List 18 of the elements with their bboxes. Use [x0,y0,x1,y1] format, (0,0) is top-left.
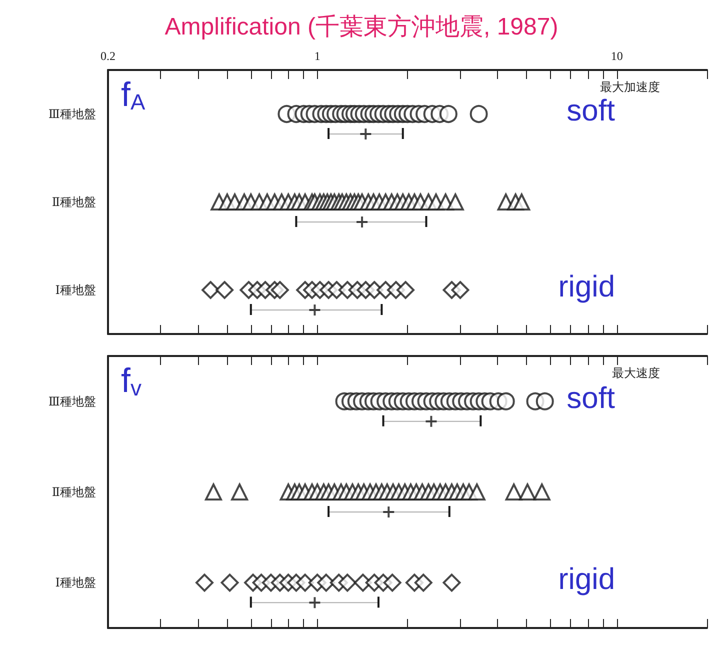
y-tick-label: Ⅱ種地盤 [52,195,96,209]
y-tick-label: Ⅰ種地盤 [55,283,96,297]
text: 最大速度 [612,366,660,380]
annotation: rigid [558,270,616,304]
x-tick-label: 0.2 [100,49,116,63]
annotation: rigid [558,563,616,596]
x-tick-label: 1 [314,49,320,63]
annotation: fA [121,76,146,114]
text: 最大加速度 [600,80,660,94]
y-tick-label: Ⅲ種地盤 [48,107,96,121]
y-tick-label: Ⅲ種地盤 [48,394,96,408]
x-tick-label: 10 [610,49,623,63]
y-tick-label: Ⅱ種地盤 [52,485,96,499]
annotation: soft [566,382,616,415]
chart-title: Amplification (千葉東方沖地震, 1987) [164,14,558,40]
y-tick-label: Ⅰ種地盤 [55,576,96,590]
annotation: soft [566,94,616,128]
annotation: fv [121,362,142,400]
